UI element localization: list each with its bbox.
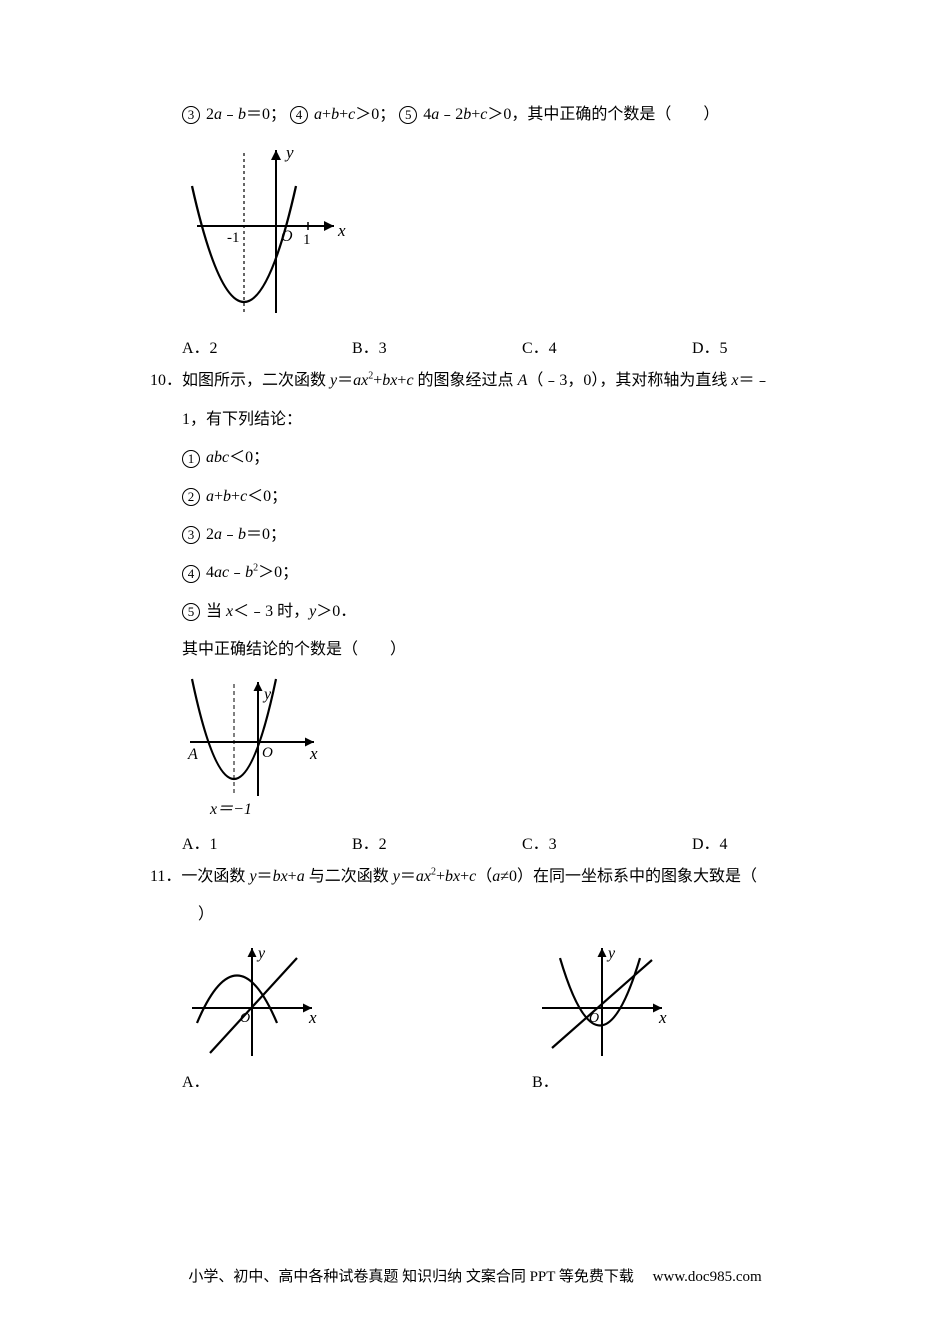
q9-stem-tail: 3 2a﹣b＝0； 4 a+b+c＞0； 5 4a﹣2b+c＞0，其中正确的个数… (150, 100, 820, 130)
q10-c3: 3 2a﹣b＝0； (150, 520, 820, 550)
svg-text:O: O (240, 1011, 250, 1026)
choice-10d[interactable]: D．4 (692, 830, 862, 854)
q10-1d: ＝﹣ (738, 372, 770, 389)
svg-text:O: O (589, 1011, 599, 1026)
t3r: ＝0； (246, 106, 286, 123)
opt-B-label: B． (532, 1068, 682, 1092)
var-b4: b (331, 106, 339, 123)
circle-icon-5b: 5 (182, 603, 200, 621)
choice-9a[interactable]: A．2 (182, 334, 352, 358)
var-a: a (214, 106, 222, 123)
tick-neg1: -1 (227, 230, 240, 246)
choice-10c[interactable]: C．3 (522, 830, 692, 854)
svg-text:y: y (262, 686, 272, 703)
figure-q10: y x O A x＝−1 (182, 674, 820, 824)
figure-11a: y x O (182, 938, 332, 1068)
figure-11b: y x O (532, 938, 682, 1068)
svg-text:x: x (308, 1008, 317, 1027)
q10-num: 10． (150, 372, 182, 389)
q10-c2: 2 a+b+c＜0； (150, 482, 820, 512)
figure-q9: y x O -1 1 (182, 138, 820, 328)
q11-options-row1: y x O A． y x O B． (150, 938, 820, 1092)
circle-icon-2: 2 (182, 488, 200, 506)
t5r: ＞0，其中正确的个数是（ ） (487, 106, 719, 123)
opt-B-col[interactable]: y x O B． (532, 938, 682, 1092)
t3a: 2 (206, 106, 214, 123)
svg-text:A: A (187, 746, 198, 763)
q10-c4: 4 4ac﹣b2＞0； (150, 558, 820, 588)
x-label: x (337, 221, 346, 240)
minus: ﹣ (222, 106, 238, 123)
svg-text:y: y (606, 945, 616, 962)
choice-9b[interactable]: B．3 (352, 334, 522, 358)
q10-line1: 10．如图所示，二次函数 y＝ax2+bx+c 的图象经过点 A（﹣3，0），其… (150, 366, 820, 396)
q10-c1: 1 abc＜0； (150, 443, 820, 473)
opt-A-label: A． (182, 1068, 332, 1092)
circle-icon-1: 1 (182, 450, 200, 468)
q10-1a: 如图所示，二次函数 (182, 372, 330, 389)
q10-1c: （﹣3，0），其对称轴为直线 (527, 372, 731, 389)
circle-icon-3: 3 (182, 106, 200, 124)
footer-link[interactable]: www.doc985.com (653, 1269, 762, 1285)
svg-text:y: y (256, 945, 266, 962)
svg-text:x＝−1: x＝−1 (209, 801, 252, 818)
q10-tail: 其中正确结论的个数是（ ） (150, 635, 820, 665)
footer-left: 小学、初中、高中各种试卷真题 知识归纳 文案合同 PPT 等免费下载 (188, 1269, 634, 1285)
q10-c5: 5 当 x＜﹣3 时，y＞0． (150, 597, 820, 627)
q11-num: 11． (150, 868, 181, 885)
circle-icon-3b: 3 (182, 526, 200, 544)
circle-icon-5: 5 (399, 106, 417, 124)
y-label: y (284, 143, 294, 162)
q10-line2: 1，有下列结论： (150, 405, 820, 435)
circle-icon-4: 4 (290, 106, 308, 124)
svg-text:O: O (262, 745, 273, 761)
var-a4: a (314, 106, 322, 123)
q11-line1: 11．一次函数 y＝bx+a 与二次函数 y＝ax2+bx+c（a≠0）在同一坐… (150, 862, 820, 892)
q10-1b: 的图象经过点 (414, 372, 518, 389)
choice-9d[interactable]: D．5 (692, 334, 862, 358)
circle-icon-4b: 4 (182, 565, 200, 583)
var-b: b (238, 106, 246, 123)
q10-choices: A．1 B．2 C．3 D．4 (150, 830, 820, 854)
choice-9c[interactable]: C．4 (522, 334, 692, 358)
q9-choices: A．2 B．3 C．4 D．5 (150, 334, 820, 358)
page-footer: 小学、初中、高中各种试卷真题 知识归纳 文案合同 PPT 等免费下载 www.d… (0, 1265, 950, 1286)
choice-10a[interactable]: A．1 (182, 830, 352, 854)
q11-line2: ） (150, 900, 820, 930)
svg-text:x: x (309, 744, 318, 763)
opt-A-col[interactable]: y x O A． (182, 938, 332, 1092)
origin-label: O (281, 228, 293, 245)
tick-1: 1 (303, 232, 311, 248)
t4: ＞0； (355, 106, 395, 123)
svg-text:x: x (658, 1008, 667, 1027)
choice-10b[interactable]: B．2 (352, 830, 522, 854)
